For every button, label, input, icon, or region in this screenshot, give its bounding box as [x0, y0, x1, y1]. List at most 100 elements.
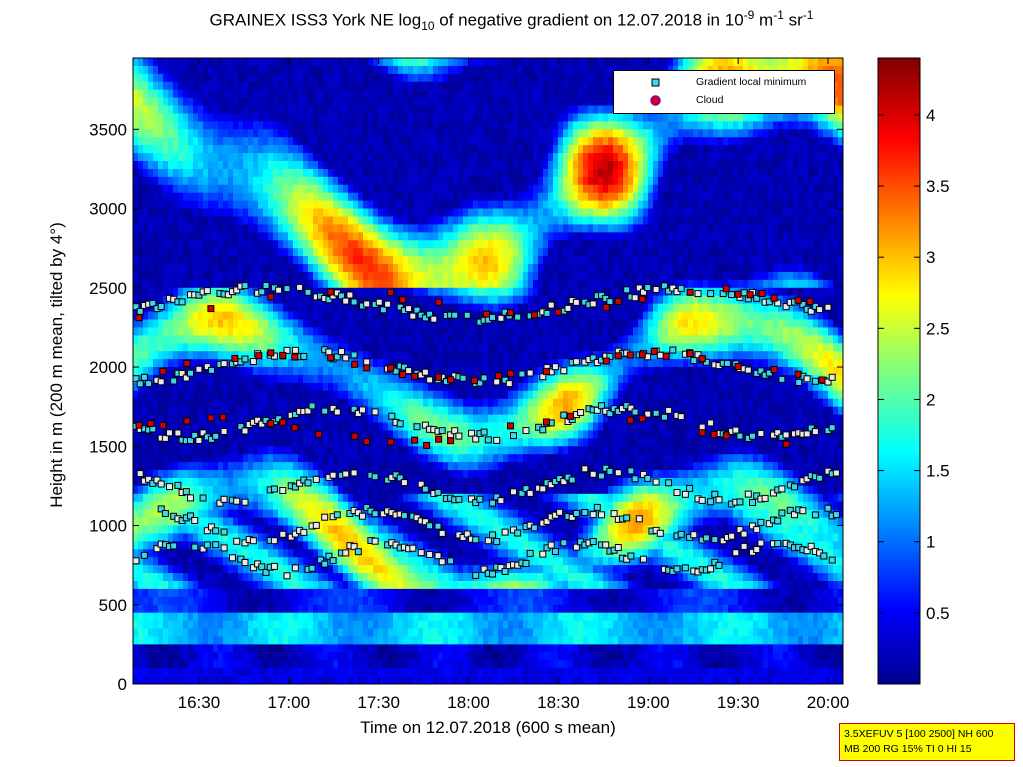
- heatmap-cell: [238, 153, 244, 162]
- heatmap-cell: [213, 208, 219, 218]
- heatmap-cell: [343, 628, 349, 638]
- heatmap-cell: [138, 121, 144, 130]
- heatmap-cell: [243, 565, 249, 574]
- heatmap-cell: [168, 485, 174, 495]
- heatmap-cell: [178, 620, 184, 630]
- heatmap-cell: [268, 414, 274, 424]
- heatmap-cell: [333, 153, 339, 162]
- heatmap-cell: [338, 446, 344, 455]
- heatmap-cell: [418, 279, 424, 289]
- heatmap-cell: [398, 382, 404, 392]
- heatmap-cell: [323, 264, 329, 273]
- heatmap-cell: [443, 232, 449, 241]
- heatmap-cell: [383, 454, 389, 463]
- heatmap-cell: [288, 660, 294, 669]
- heatmap-cell: [433, 382, 439, 392]
- heatmap-cell: [438, 517, 444, 527]
- heatmap-cell: [403, 343, 409, 352]
- heatmap-cell: [163, 137, 169, 146]
- heatmap-cell: [168, 311, 174, 321]
- heatmap-cell: [448, 137, 454, 146]
- heatmap-cell: [418, 58, 424, 67]
- heatmap-cell: [333, 295, 339, 305]
- heatmap-cell: [288, 676, 294, 684]
- heatmap-cell: [383, 525, 389, 535]
- heatmap-cell: [378, 287, 384, 297]
- heatmap-cell: [448, 89, 454, 99]
- heatmap-cell: [433, 604, 439, 614]
- heatmap-cell: [418, 287, 424, 297]
- heatmap-cell: [158, 89, 164, 99]
- heatmap-cell: [263, 168, 269, 178]
- heatmap-cell: [143, 470, 149, 479]
- heatmap-cell: [443, 628, 449, 638]
- heatmap-cell: [273, 588, 279, 598]
- heatmap-cell: [183, 311, 189, 321]
- heatmap-cell: [338, 232, 344, 241]
- heatmap-cell: [313, 485, 319, 495]
- heatmap-cell: [418, 161, 424, 170]
- heatmap-cell: [418, 636, 424, 645]
- heatmap-cell: [168, 644, 174, 653]
- heatmap-cell: [268, 382, 274, 392]
- heatmap-cell: [218, 374, 224, 384]
- heatmap-cell: [258, 97, 264, 107]
- heatmap-cell: [408, 565, 414, 574]
- heatmap-cell: [398, 248, 404, 257]
- heatmap-cell: [243, 390, 249, 400]
- heatmap-cell: [133, 97, 139, 107]
- heatmap-cell: [208, 351, 214, 360]
- heatmap-cell: [433, 573, 439, 582]
- heatmap-cell: [373, 200, 379, 210]
- heatmap-cell: [308, 184, 314, 194]
- heatmap-cell: [383, 382, 389, 392]
- heatmap-cell: [163, 549, 169, 558]
- heatmap-cell: [258, 279, 264, 289]
- heatmap-cell: [293, 58, 299, 67]
- heatmap-cell: [148, 303, 154, 313]
- heatmap-cell: [158, 604, 164, 614]
- heatmap-cell: [158, 438, 164, 447]
- heatmap-cell: [258, 248, 264, 257]
- heatmap-cell: [443, 200, 449, 210]
- heatmap-cell: [228, 660, 234, 669]
- heatmap-cell: [253, 256, 259, 265]
- heatmap-cell: [208, 184, 214, 194]
- heatmap-cell: [138, 232, 144, 241]
- heatmap-cell: [368, 89, 374, 99]
- heatmap-cell: [213, 240, 219, 249]
- heatmap-cell: [178, 557, 184, 566]
- heatmap-cell: [348, 232, 354, 241]
- heatmap-cell: [138, 161, 144, 170]
- heatmap-cell: [263, 240, 269, 249]
- heatmap-cell: [253, 525, 259, 535]
- heatmap-cell: [313, 168, 319, 178]
- heatmap-cell: [168, 208, 174, 218]
- heatmap-cell: [143, 105, 149, 115]
- heatmap-cell: [258, 129, 264, 138]
- heatmap-cell: [208, 549, 214, 558]
- heatmap-cell: [148, 129, 154, 138]
- heatmap-cell: [333, 232, 339, 241]
- heatmap-cell: [228, 596, 234, 606]
- heatmap-cell: [328, 541, 334, 550]
- heatmap-cell: [413, 216, 419, 225]
- heatmap-cell: [158, 533, 164, 542]
- heatmap-cell: [348, 58, 354, 67]
- heatmap-cell: [148, 533, 154, 542]
- heatmap-cell: [198, 161, 204, 170]
- heatmap-cell: [293, 256, 299, 265]
- heatmap-cell: [263, 462, 269, 471]
- heatmap-cell: [168, 271, 174, 281]
- heatmap-cell: [278, 398, 284, 408]
- heatmap-cell: [208, 295, 214, 305]
- heatmap-cell: [318, 137, 324, 146]
- heatmap-cell: [358, 374, 364, 384]
- heatmap-cell: [218, 462, 224, 471]
- heatmap-cell: [148, 113, 154, 122]
- heatmap-cell: [348, 81, 354, 91]
- heatmap-cell: [243, 588, 249, 598]
- heatmap-cell: [433, 652, 439, 661]
- heatmap-cell: [248, 509, 254, 519]
- heatmap-cell: [223, 129, 229, 138]
